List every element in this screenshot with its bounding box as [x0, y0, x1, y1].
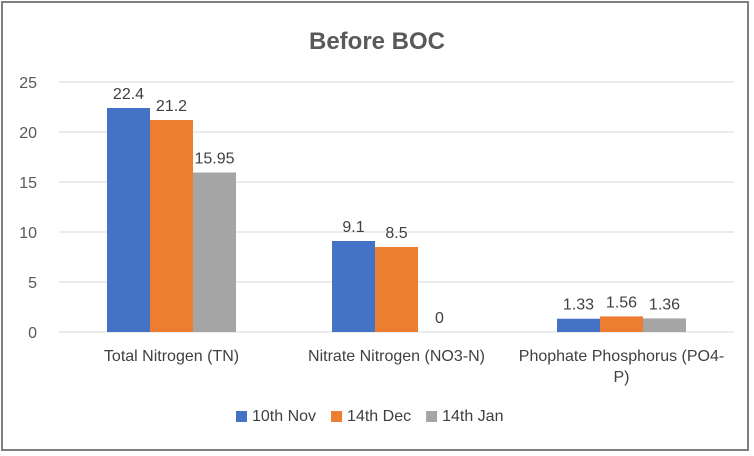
bar: [150, 120, 193, 332]
x-tick-label: P): [614, 369, 630, 386]
data-label: 22.4: [113, 86, 144, 103]
legend: 10th Nov 14th Dec 14th Jan: [236, 408, 503, 425]
bar: [193, 172, 236, 332]
y-tick-label: 25: [19, 75, 37, 92]
y-tick-label: 15: [19, 175, 37, 192]
data-label: 1.56: [606, 294, 637, 311]
legend-label: 10th Nov: [252, 408, 316, 425]
bar: [107, 108, 150, 332]
y-tick-label: 0: [28, 325, 37, 342]
legend-swatch: [426, 411, 438, 422]
legend-label: 14th Dec: [347, 408, 411, 425]
bar: [557, 318, 600, 332]
x-tick-label: Nitrate Nitrogen (NO3-N): [308, 348, 485, 365]
data-label: 21.2: [156, 98, 187, 115]
bar-chart: Before BOC 0 5 10 15 20 25 22.4 21.2 15.95 9.1 8.…: [19, 28, 734, 425]
x-axis: Total Nitrogen (TN) Nitrate Nitrogen (NO3…: [104, 348, 724, 386]
legend-swatch: [236, 411, 247, 422]
y-axis: 0 5 10 15 20 25: [19, 75, 37, 342]
data-label: 15.95: [194, 151, 234, 168]
chart-frame: Before BOC 0 5 10 15 20 25 22.4 21.2 15.95 9.1 8.…: [1, 1, 749, 451]
data-label: 1.36: [649, 296, 680, 313]
bar: [600, 316, 643, 332]
chart-title: Before BOC: [309, 28, 445, 55]
data-labels: 22.4 21.2 15.95 9.1 8.5 0 1.33 1.56 1.36: [113, 86, 680, 327]
bar: [375, 247, 418, 332]
legend-swatch: [331, 411, 343, 422]
data-label: 1.33: [563, 297, 594, 314]
data-label: 0: [435, 310, 444, 327]
data-label: 9.1: [342, 219, 364, 236]
bar: [643, 318, 686, 332]
bars: [107, 108, 686, 332]
y-tick-label: 20: [19, 125, 37, 142]
x-tick-label: Phophate Phosphorus (PO4-: [519, 348, 724, 365]
legend-label: 14th Jan: [442, 408, 503, 425]
y-tick-label: 10: [19, 225, 37, 242]
y-tick-label: 5: [28, 275, 37, 292]
bar: [332, 241, 375, 332]
x-tick-label: Total Nitrogen (TN): [104, 348, 239, 365]
data-label: 8.5: [385, 225, 407, 242]
